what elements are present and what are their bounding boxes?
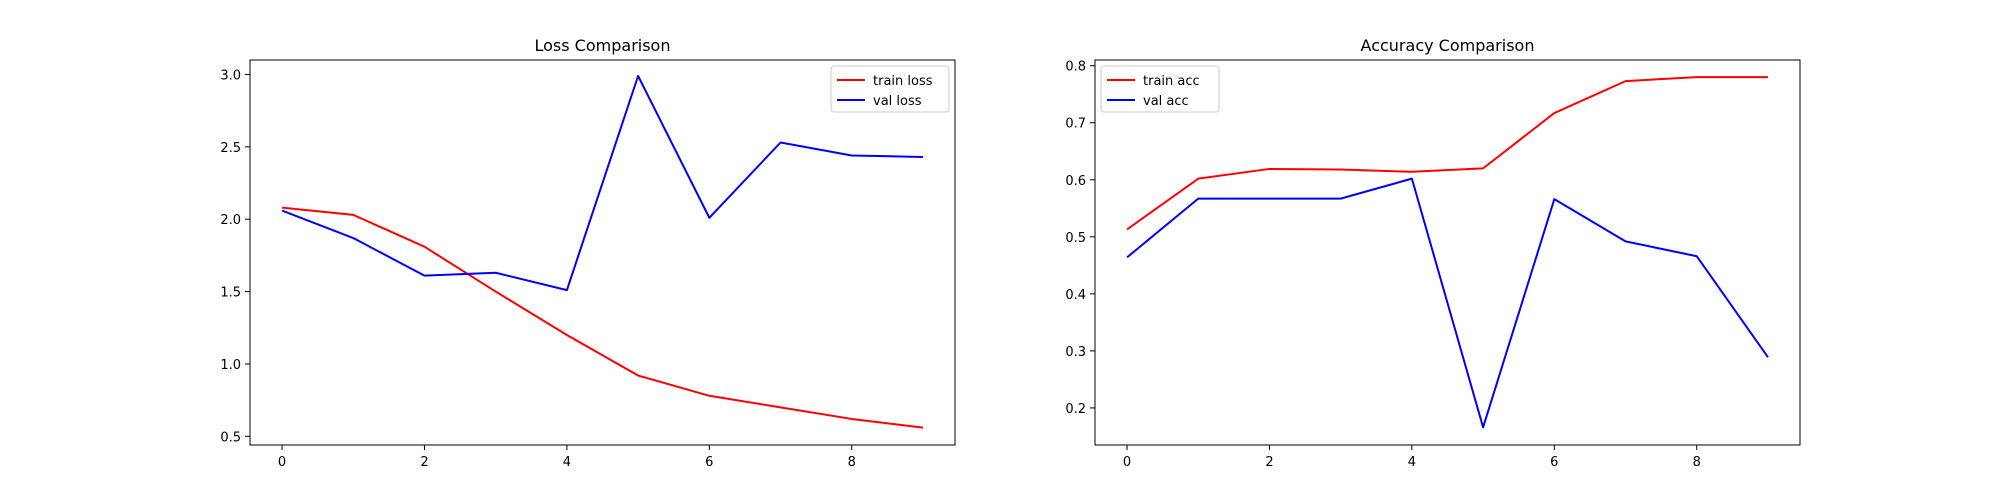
y-tick-label: 0.3	[1065, 345, 1086, 360]
y-tick-label: 0.4	[1065, 288, 1086, 303]
legend-label: val acc	[1143, 94, 1189, 109]
legend: train loss val loss	[830, 65, 950, 113]
x-tick-label: 8	[848, 455, 856, 470]
legend-label: train acc	[1143, 74, 1200, 89]
chart-title: Loss Comparison	[535, 36, 671, 55]
y-tick-label: 0.5	[220, 430, 241, 445]
y-tick-label: 1.5	[220, 286, 241, 301]
legend-label: val loss	[873, 94, 922, 109]
x-tick-label: 2	[420, 455, 428, 470]
chart-title: Accuracy Comparison	[1361, 36, 1535, 55]
series-line-val-acc	[1126, 177, 1769, 429]
legend: train acc val acc	[1100, 65, 1220, 113]
chart-panel-1: Accuracy Comparison 0 2 4 6 8 0.2 0.3 0.4 0.5 0.6 0…	[1065, 36, 1801, 470]
x-tick-label: 4	[563, 455, 571, 470]
y-tick-label: 0.7	[1065, 117, 1086, 132]
series-line-val-loss	[281, 74, 923, 292]
x-tick-label: 0	[278, 455, 286, 470]
y-tick-label: 0.6	[1065, 174, 1086, 189]
y-tick-label: 1.0	[220, 358, 241, 373]
y-tick-label: 3.0	[220, 68, 241, 83]
y-tick-label: 0.5	[1065, 231, 1086, 246]
y-tick-label: 2.5	[220, 141, 241, 156]
axes-frame	[249, 59, 956, 446]
x-tick-label: 8	[1693, 455, 1701, 470]
x-tick-label: 2	[1265, 455, 1273, 470]
x-tick-label: 6	[1550, 455, 1558, 470]
x-tick-label: 4	[1408, 455, 1416, 470]
y-tick-label: 0.2	[1065, 402, 1086, 417]
y-tick-label: 2.0	[220, 213, 241, 228]
y-tick-label: 0.8	[1065, 60, 1086, 75]
series-line-train-loss	[281, 206, 924, 429]
x-tick-label: 6	[705, 455, 713, 470]
series-line-train-acc	[1126, 76, 1768, 231]
chart-panel-0: Loss Comparison 0 2 4 6 8 0.5 1.0 1.5 2.0 2.5 3.0 tr…	[220, 36, 956, 470]
legend-label: train loss	[873, 74, 933, 89]
x-tick-label: 0	[1123, 455, 1131, 470]
axes-frame	[1094, 59, 1801, 446]
